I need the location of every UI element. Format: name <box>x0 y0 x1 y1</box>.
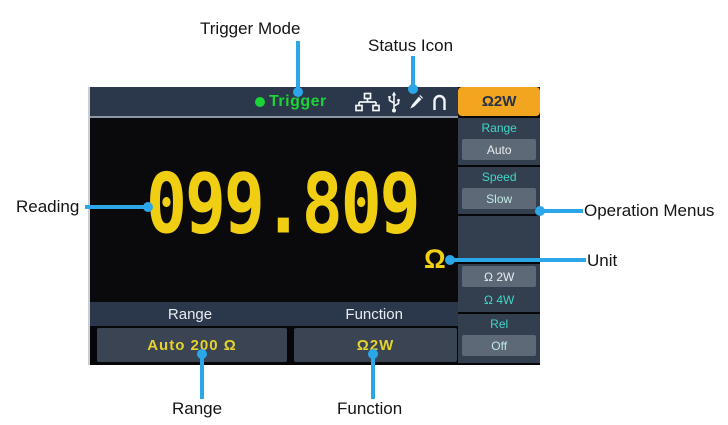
footer-range-header: Range <box>167 305 213 323</box>
device-screen: Trigger <box>88 87 540 365</box>
menu-blank <box>458 216 540 262</box>
trigger-indicator-icon <box>255 97 265 107</box>
trigger-status: Trigger <box>255 93 327 111</box>
unit-symbol: Ω <box>424 244 446 274</box>
menu-option-4w[interactable]: Ω 4W <box>484 292 515 307</box>
arrow-dot-trigger-mode <box>293 87 303 97</box>
menu-speed: Speed Slow <box>458 167 540 214</box>
status-icons <box>355 91 448 113</box>
callout-trigger-mode: Trigger Mode <box>200 19 301 38</box>
footer-range-value: Auto 200 Ω <box>97 328 287 362</box>
callout-reading: Reading <box>16 197 80 216</box>
arrow-dot-range <box>197 349 207 359</box>
arrow-unit <box>450 258 586 262</box>
menu-rel: Rel Off <box>458 314 540 363</box>
menu-speed-button[interactable]: Slow <box>462 188 536 209</box>
menu-range-label: Range <box>481 121 517 135</box>
arrow-dot-unit <box>445 255 455 265</box>
callout-status-icon: Status Icon <box>368 36 454 55</box>
network-icon <box>355 92 381 113</box>
arrow-status-icon <box>411 56 415 89</box>
menu-option-2w[interactable]: Ω 2W <box>462 266 536 287</box>
function-tab[interactable]: Ω2W <box>458 87 540 116</box>
main-display: Trigger <box>90 87 459 365</box>
operation-menus-sidebar: Ω2W Range Auto Speed Slow Ω 2W Ω 4W Rel … <box>458 87 540 365</box>
menu-range-button[interactable]: Auto <box>462 139 536 160</box>
menu-rel-label: Rel <box>490 317 509 331</box>
usb-icon <box>387 91 401 113</box>
menu-speed-label: Speed <box>481 170 517 184</box>
callout-function: Function <box>337 399 403 418</box>
edit-icon <box>408 93 424 112</box>
arrow-range <box>200 353 204 399</box>
menu-wire-mode: Ω 2W Ω 4W <box>458 264 540 312</box>
probe-icon <box>431 92 448 112</box>
callout-operation-menus: Operation Menus <box>584 201 715 220</box>
callout-unit: Unit <box>587 251 618 270</box>
arrow-function <box>371 353 375 399</box>
menu-range: Range Auto <box>458 118 540 165</box>
arrow-dot-function <box>368 349 378 359</box>
trigger-mode-value: Trigger <box>269 93 327 110</box>
footer-value-row: Auto 200 Ω Ω2W <box>90 326 459 365</box>
top-status-bar: Trigger <box>90 87 459 118</box>
measurement-area: 099.809 Ω <box>90 118 459 302</box>
arrow-dot-operation-menus <box>535 206 545 216</box>
arrow-trigger-mode <box>296 41 300 92</box>
footer-function-header: Function <box>345 305 403 323</box>
arrow-dot-reading <box>143 202 153 212</box>
reading-value: 099.809 <box>146 156 421 254</box>
callout-range: Range <box>172 399 223 418</box>
arrow-operation-menus <box>540 209 583 213</box>
arrow-reading <box>85 205 148 209</box>
menu-rel-button[interactable]: Off <box>462 335 536 356</box>
arrow-dot-status-icon <box>408 84 418 94</box>
footer-header-row: Range Function <box>90 302 459 326</box>
